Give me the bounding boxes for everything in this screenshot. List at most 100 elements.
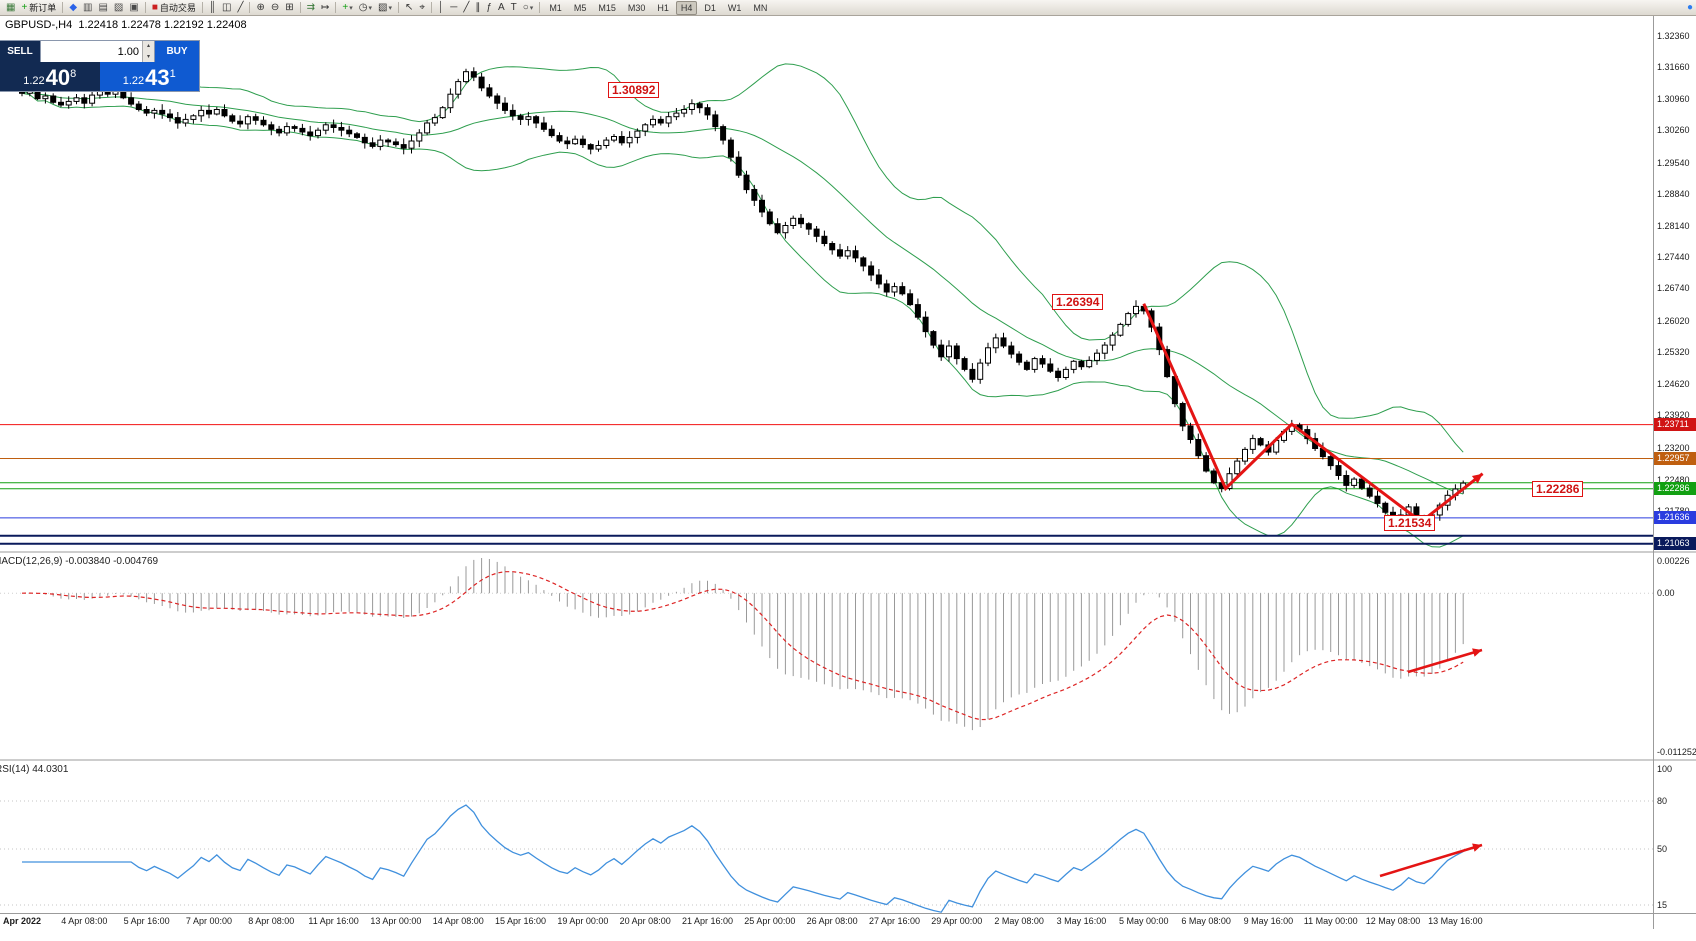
auto-trading-button[interactable]: ■ 自动交易 bbox=[150, 1, 198, 15]
time-axis-label: 7 Apr 00:00 bbox=[185, 916, 232, 926]
data-window-icon: ▤ bbox=[98, 1, 108, 13]
volume-field[interactable]: 1.00 ▴ ▾ bbox=[40, 41, 155, 62]
time-axis-label: 11 Apr 16:00 bbox=[308, 916, 359, 926]
equidistant-channel-button[interactable]: ∥ bbox=[473, 1, 482, 15]
chart-shift-icon: ↦ bbox=[321, 1, 330, 13]
cursor-button[interactable]: ↖ bbox=[403, 1, 415, 15]
terminal-button[interactable]: ▣ bbox=[127, 1, 140, 15]
vertical-line-icon: │ bbox=[438, 1, 445, 13]
new-chart-button[interactable]: ▦ bbox=[4, 1, 17, 15]
mql5-community-icon: ◆ bbox=[69, 1, 78, 13]
sell-button[interactable]: SELL bbox=[0, 41, 40, 62]
volume-increase-button[interactable]: ▴ bbox=[143, 41, 154, 52]
macd-axis-label: -0.011252 bbox=[1657, 746, 1696, 757]
timeframe-m15-button[interactable]: M15 bbox=[598, 2, 616, 13]
new-order-button[interactable]: + 新订单 bbox=[19, 1, 58, 15]
time-axis-label: 14 Apr 08:00 bbox=[432, 916, 484, 926]
line-chart-mode-button[interactable]: ╱ bbox=[235, 1, 245, 15]
templates-caret-icon: ▾ bbox=[388, 4, 392, 12]
templates-button[interactable]: ▧ ▾ bbox=[376, 1, 394, 15]
timeframe-m5-button[interactable]: M5 bbox=[573, 2, 587, 13]
horizontal-line-button[interactable]: ─ bbox=[448, 1, 459, 15]
templates-icon: ▧ bbox=[378, 1, 388, 13]
line-chart-mode-icon: ╱ bbox=[237, 1, 244, 13]
vertical-line-button[interactable]: │ bbox=[436, 1, 446, 15]
zoom-in-button[interactable]: ⊕ bbox=[254, 1, 266, 15]
market-watch-button[interactable]: ▥ bbox=[81, 1, 94, 15]
timeframe-mn-button[interactable]: MN bbox=[753, 2, 768, 13]
ask-price-display[interactable]: 1.22 43 1 bbox=[99, 62, 199, 91]
ask-pips: 43 bbox=[145, 65, 170, 90]
text-label-button[interactable]: T bbox=[509, 1, 519, 15]
price-callout[interactable]: 1.22286 bbox=[1532, 481, 1584, 497]
time-axis-label: 20 Apr 08:00 bbox=[619, 916, 671, 926]
auto-scroll-button[interactable]: ⇉ bbox=[305, 1, 317, 15]
periods-icon: ◷ bbox=[358, 1, 368, 13]
new-order-label: 新订单 bbox=[29, 3, 57, 13]
volume-stepper: ▴ ▾ bbox=[142, 41, 154, 62]
ask-point: 1 bbox=[169, 68, 176, 80]
bid-price-display[interactable]: 1.22 40 8 bbox=[0, 62, 100, 91]
price-axis-label: 1.32360 bbox=[1657, 30, 1690, 41]
crosshair-button[interactable]: ⌖ bbox=[417, 1, 427, 15]
price-axis-label: 1.25320 bbox=[1657, 347, 1690, 358]
shapes-button[interactable]: ○ ▾ bbox=[521, 1, 536, 15]
price-axis-label: 1.23200 bbox=[1657, 442, 1690, 453]
bar-chart-mode-button[interactable]: ║ bbox=[207, 1, 218, 15]
toolbar-separator bbox=[144, 2, 146, 13]
equidistant-channel-icon: ∥ bbox=[475, 1, 481, 13]
price-callout[interactable]: 1.30892 bbox=[608, 82, 660, 98]
timeframe-h4-button[interactable]: H4 bbox=[675, 0, 698, 15]
timeframe-m1-button[interactable]: M1 bbox=[549, 2, 562, 13]
level-lines[interactable] bbox=[0, 424, 1653, 545]
price-axis-label: 1.27440 bbox=[1657, 251, 1690, 262]
rsi-level-label: 100 bbox=[1657, 764, 1673, 774]
time-axis-label: 25 Apr 00:00 bbox=[744, 916, 796, 926]
trendline-button[interactable]: ╱ bbox=[461, 1, 471, 15]
bollinger-bands bbox=[21, 63, 1464, 548]
timeframe-d1-button[interactable]: D1 bbox=[704, 2, 716, 13]
price-axis-label: 1.30960 bbox=[1657, 93, 1690, 104]
periods-button[interactable]: ◷ ▾ bbox=[357, 1, 374, 15]
bid-point: 8 bbox=[70, 68, 77, 80]
volume-decrease-button[interactable]: ▾ bbox=[143, 51, 154, 62]
zoom-out-button[interactable]: ⊖ bbox=[269, 1, 281, 15]
mql5-community-button[interactable]: ◆ bbox=[67, 1, 79, 15]
price-axis-label: 1.23920 bbox=[1657, 410, 1690, 421]
price-callout[interactable]: 1.26394 bbox=[1052, 294, 1104, 310]
market-watch-icon: ▥ bbox=[83, 1, 93, 13]
price-axis-label: 1.22480 bbox=[1657, 474, 1690, 485]
chart-shift-button[interactable]: ↦ bbox=[319, 1, 331, 15]
time-axis-label: 13 Apr 00:00 bbox=[370, 916, 422, 926]
price-tag: 1.21636 bbox=[1654, 511, 1696, 525]
trend-annotations[interactable] bbox=[1142, 303, 1484, 878]
time-axis-label: 9 May 16:00 bbox=[1243, 916, 1294, 926]
fibonacci-button[interactable]: ƒ bbox=[484, 1, 494, 15]
candle-chart-mode-button[interactable]: ◫ bbox=[220, 1, 233, 15]
indicators-button[interactable]: + ▾ bbox=[340, 1, 354, 15]
connection-status-icon[interactable]: ● bbox=[1686, 1, 1693, 13]
price-tag: 1.22957 bbox=[1654, 452, 1696, 466]
timeframe-w1-button[interactable]: W1 bbox=[727, 2, 742, 13]
auto-scroll-icon: ⇉ bbox=[306, 1, 316, 13]
cursor-icon: ↖ bbox=[405, 1, 414, 13]
rsi-level-label: 80 bbox=[1657, 796, 1668, 806]
timeframe-m30-button[interactable]: M30 bbox=[627, 2, 646, 13]
price-callout[interactable]: 1.21534 bbox=[1384, 515, 1436, 531]
buy-button[interactable]: BUY bbox=[155, 41, 199, 62]
tile-windows-button[interactable]: ⊞ bbox=[283, 1, 295, 15]
toolbar-separator bbox=[249, 2, 251, 13]
text-button[interactable]: A bbox=[496, 1, 507, 15]
one-click-trading-panel: SELL 1.00 ▴ ▾ BUY 1.22 40 8 1.22 43 1 bbox=[0, 41, 199, 91]
timeframe-h1-button[interactable]: H1 bbox=[657, 2, 669, 13]
rsi-level-label: 50 bbox=[1657, 844, 1668, 854]
time-axis-label: 6 May 08:00 bbox=[1181, 916, 1231, 926]
bid-prefix: 1.22 bbox=[23, 75, 45, 87]
data-window-button[interactable]: ▤ bbox=[96, 1, 109, 15]
toolbar-separator bbox=[335, 2, 337, 13]
navigator-button[interactable]: ▨ bbox=[112, 1, 125, 15]
text-icon: A bbox=[497, 1, 505, 13]
volume-value: 1.00 bbox=[117, 45, 139, 58]
time-axis-label: 21 Apr 16:00 bbox=[681, 916, 734, 926]
